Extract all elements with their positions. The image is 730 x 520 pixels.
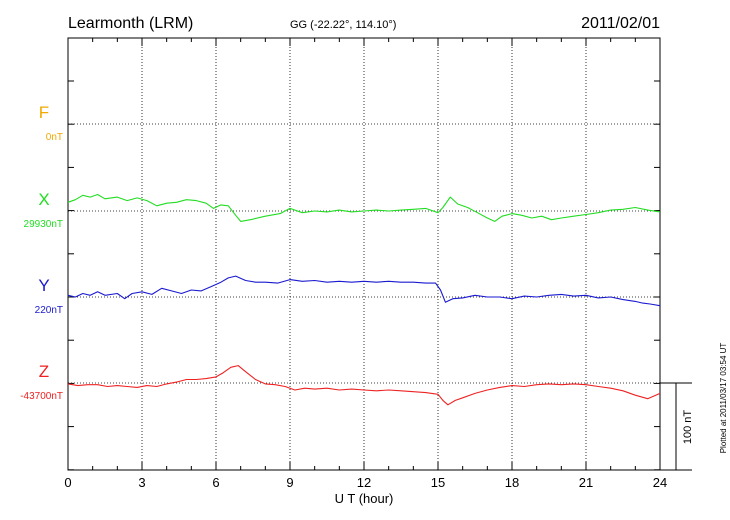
x-tick-label: 9 bbox=[286, 475, 293, 490]
x-tick-label: 6 bbox=[212, 475, 219, 490]
series-line-z bbox=[67, 365, 661, 406]
series-lines bbox=[67, 193, 661, 406]
series-baseline-x: 29930nT bbox=[24, 219, 63, 230]
x-axis-label: U T (hour) bbox=[335, 491, 394, 506]
x-tick-label: 3 bbox=[138, 475, 145, 490]
y-axis-minor-ticks bbox=[68, 80, 660, 471]
series-name-y: Y bbox=[38, 276, 49, 295]
x-tick-label: 0 bbox=[64, 475, 71, 490]
scale-bar-label: 100 nT bbox=[682, 410, 694, 445]
series-labels: F 0nT X 29930nT Y 220nT Z -43700nT bbox=[20, 103, 63, 402]
x-axis-ticks: 0 3 6 9 12 15 18 21 24 bbox=[64, 38, 667, 490]
coordinates-label: GG (-22.22°, 114.10°) bbox=[290, 19, 396, 31]
series-baseline-y: 220nT bbox=[35, 305, 63, 316]
x-tick-label: 24 bbox=[653, 475, 667, 490]
plotted-note: Plotted at 2011/03/17 03:54 UT bbox=[719, 343, 728, 454]
x-tick-label: 15 bbox=[431, 475, 445, 490]
x-tick-label: 21 bbox=[579, 475, 593, 490]
station-title: Learmonth (LRM) bbox=[68, 15, 193, 32]
grid-lines bbox=[68, 38, 660, 470]
series-line-x bbox=[67, 193, 661, 222]
series-name-x: X bbox=[38, 190, 49, 209]
date-label: 2011/02/01 bbox=[581, 15, 660, 32]
scale-bar: 100 nT bbox=[660, 382, 694, 471]
series-baseline-f: 0nT bbox=[46, 132, 63, 143]
series-name-z: Z bbox=[39, 362, 49, 381]
x-tick-label: 18 bbox=[505, 475, 519, 490]
series-name-f: F bbox=[39, 103, 49, 122]
series-line-y bbox=[67, 275, 661, 307]
series-baseline-z: -43700nT bbox=[20, 391, 63, 402]
x-tick-label: 12 bbox=[357, 475, 371, 490]
